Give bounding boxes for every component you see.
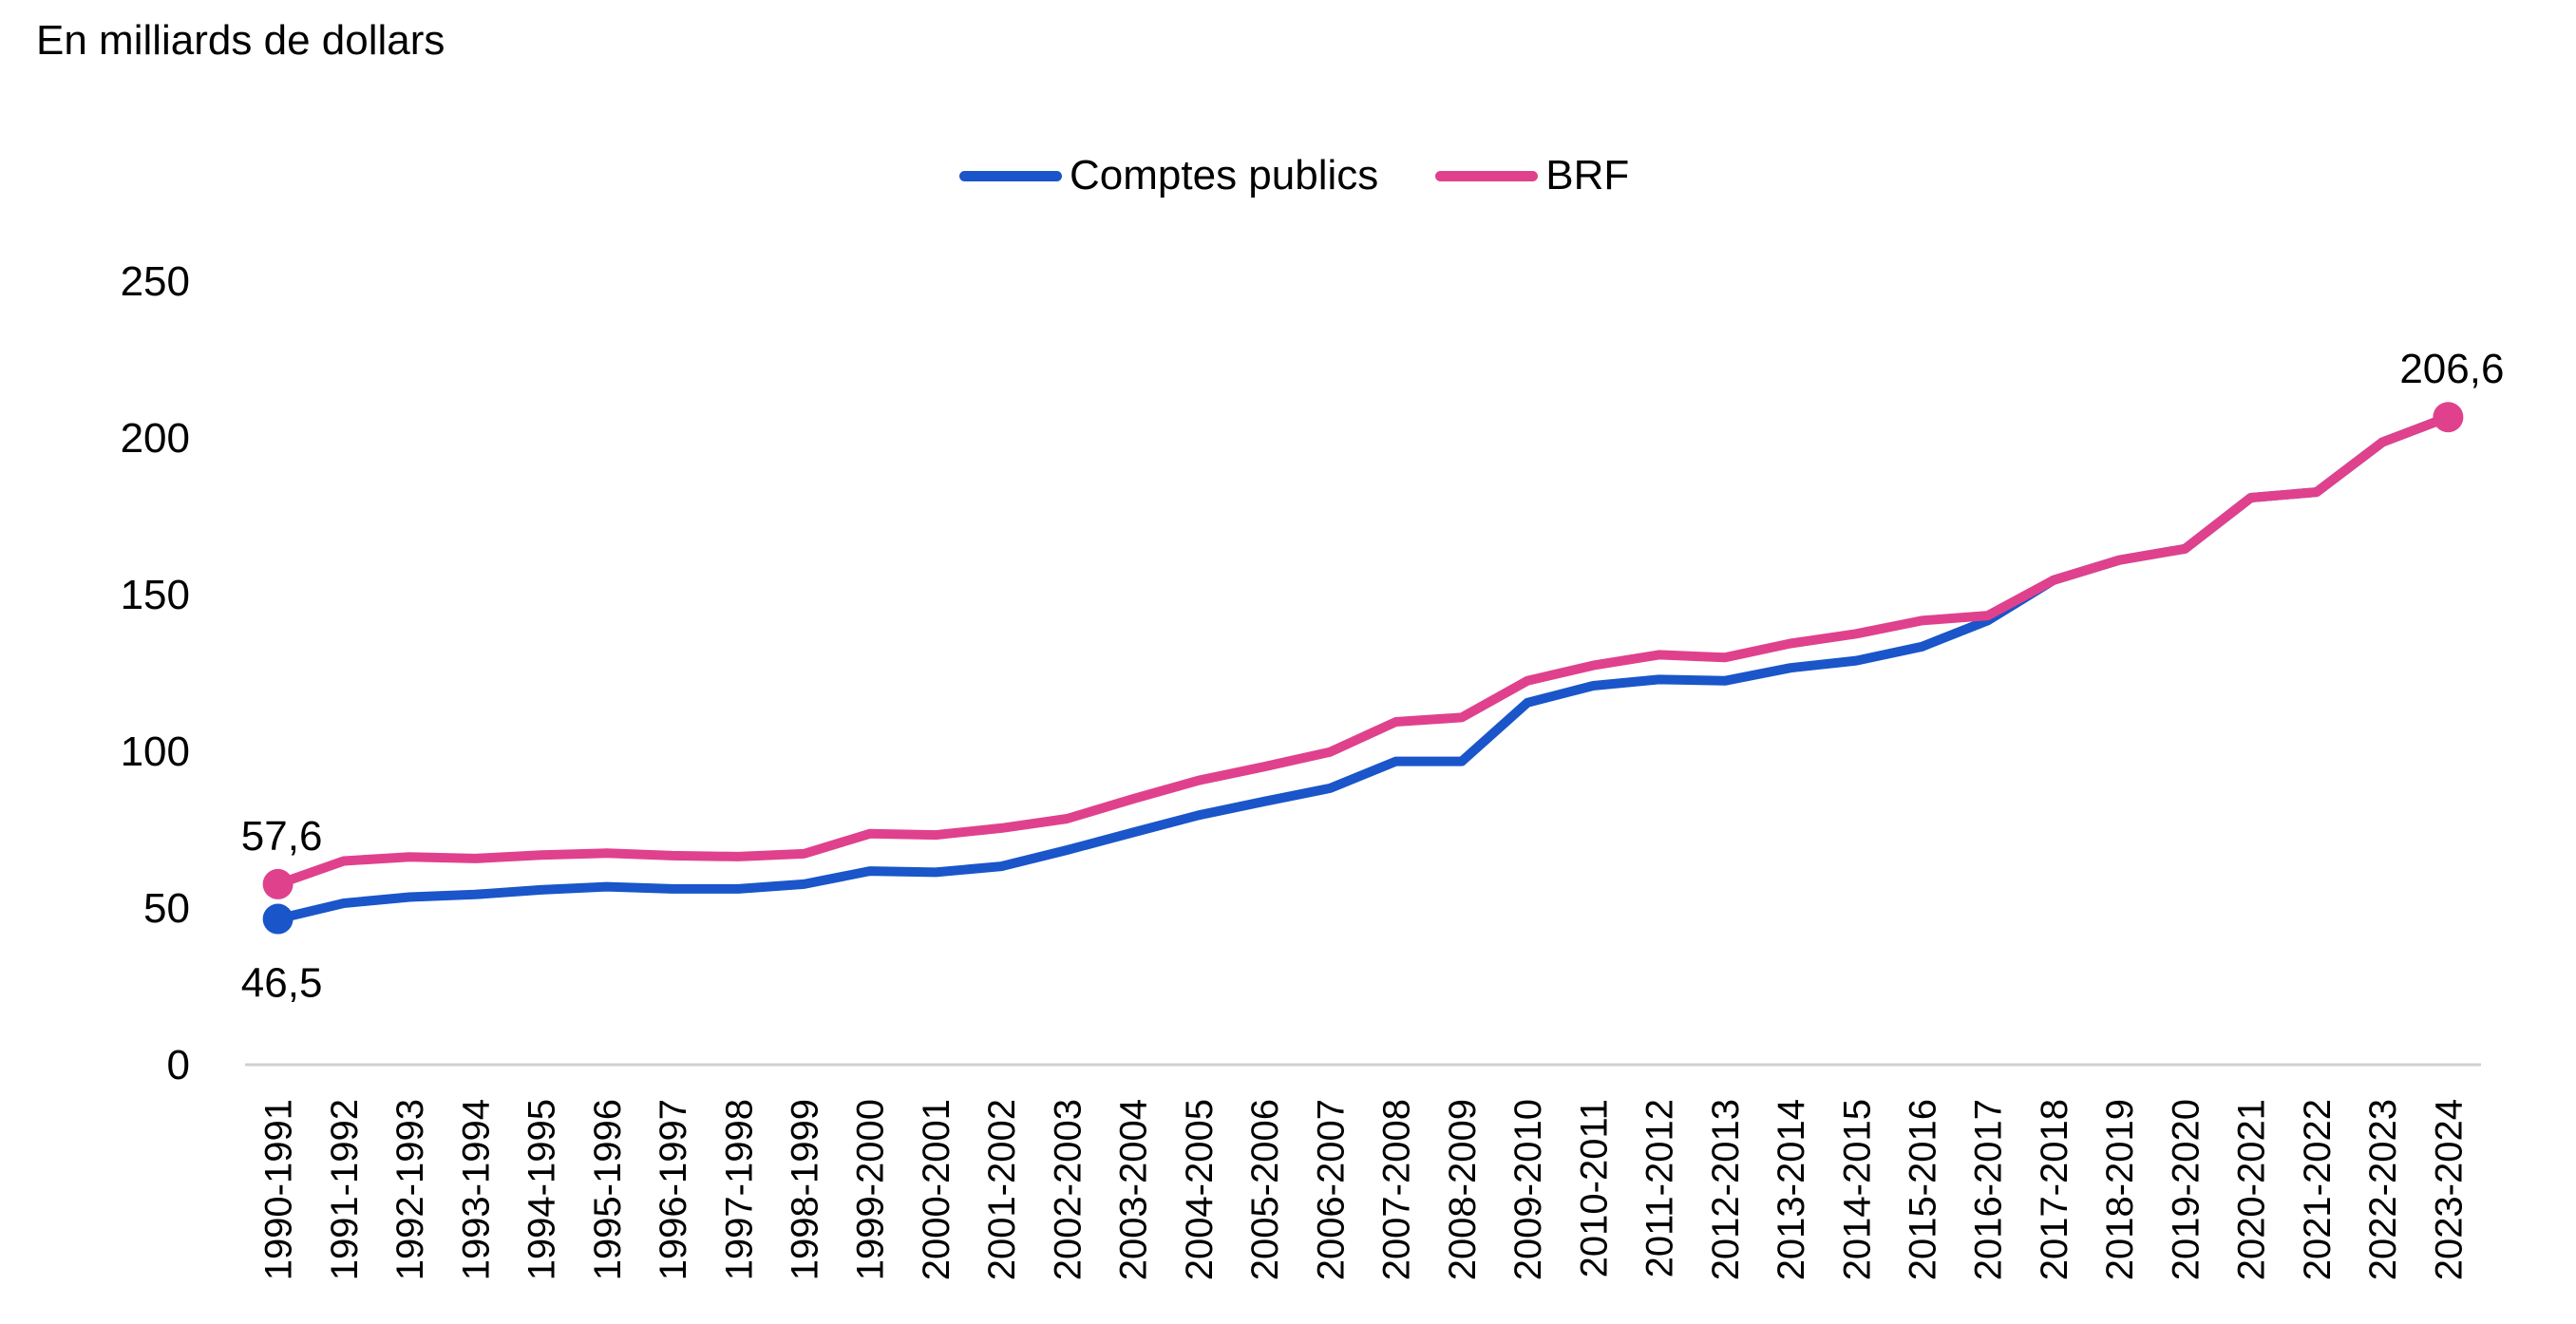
y-tick-label: 50 (143, 885, 190, 932)
legend-item-comptes-publics: Comptes publics (959, 152, 1378, 199)
x-tick-label: 2021-2022 (2297, 1099, 2339, 1280)
data-point-marker (262, 903, 294, 935)
x-tick-label: 2007-2008 (1376, 1099, 1418, 1280)
x-tick-label: 2018-2019 (2099, 1099, 2141, 1280)
x-tick-label: 2006-2007 (1310, 1099, 1352, 1280)
x-tick-label: 2004-2005 (1179, 1099, 1221, 1280)
series-line-1 (273, 412, 2453, 889)
x-tick-label: 2013-2014 (1771, 1099, 1812, 1280)
data-label: 206,6 (2399, 346, 2504, 392)
x-tick-label: 2017-2018 (2034, 1099, 2075, 1280)
legend-label-brf: BRF (1545, 152, 1630, 199)
y-tick-label: 100 (121, 728, 190, 775)
x-tick-label: 2011-2012 (1639, 1099, 1681, 1277)
x-tick-label: 2015-2016 (1903, 1099, 1944, 1280)
legend-item-brf: BRF (1435, 152, 1629, 199)
x-tick-label: 1991-1992 (324, 1099, 366, 1280)
x-tick-label: 2005-2006 (1244, 1099, 1286, 1280)
x-tick-label: 2016-2017 (1968, 1099, 2010, 1280)
x-tick-label: 1990-1991 (258, 1099, 300, 1280)
x-tick-label: 2002-2003 (1047, 1099, 1089, 1280)
data-label: 46,5 (241, 960, 323, 1007)
series-lines (273, 412, 2453, 924)
x-tick-label: 2022-2023 (2362, 1099, 2404, 1280)
y-tick-label: 200 (121, 415, 190, 462)
x-tick-label: 1994-1995 (521, 1099, 563, 1280)
y-tick-label: 250 (121, 258, 190, 305)
y-tick-label: 0 (167, 1042, 190, 1088)
x-tick-label: 2003-2004 (1113, 1099, 1155, 1280)
data-point-marker (2433, 402, 2464, 433)
x-tick-label: 2009-2010 (1507, 1099, 1549, 1280)
x-tick-label: 1998-1999 (785, 1099, 826, 1280)
x-tick-label: 2019-2020 (2165, 1099, 2207, 1280)
x-tick-label: 2014-2015 (1836, 1099, 1878, 1280)
legend: Comptes publics BRF (959, 152, 1686, 199)
unit-label: En milliards de dollars (36, 17, 445, 64)
series-line-0 (273, 412, 2453, 924)
x-tick-label: 1992-1993 (389, 1099, 431, 1280)
data-labels: 46,5 57,6 206,6 (241, 346, 2505, 1006)
y-axis: 0 50 100 150 200 250 (121, 258, 190, 1088)
legend-swatch-comptes-publics (959, 170, 1062, 181)
x-tick-label: 2000-2001 (916, 1099, 957, 1280)
data-point-marker (262, 868, 294, 899)
x-tick-label: 2012-2013 (1705, 1099, 1747, 1280)
x-tick-label: 1995-1996 (587, 1099, 629, 1280)
legend-label-comptes-publics: Comptes publics (1070, 152, 1379, 199)
y-tick-label: 150 (121, 572, 190, 618)
x-tick-label: 1993-1994 (455, 1099, 497, 1280)
x-tick-label: 2020-2021 (2231, 1099, 2273, 1280)
x-tick-label: 2001-2002 (981, 1099, 1023, 1280)
x-tick-label: 2010-2011 (1573, 1099, 1615, 1277)
x-axis: 1990-1991 1991-1992 1992-1993 1993-1994 1994… (245, 1063, 2481, 1280)
x-tick-label: 1997-1998 (718, 1099, 760, 1280)
x-tick-label: 2008-2009 (1442, 1099, 1484, 1280)
x-tick-label: 2023-2024 (2428, 1099, 2470, 1280)
data-label: 57,6 (241, 813, 323, 860)
x-tick-label: 1999-2000 (850, 1099, 892, 1280)
legend-swatch-brf (1435, 170, 1539, 181)
x-tick-label: 1996-1997 (653, 1099, 694, 1280)
